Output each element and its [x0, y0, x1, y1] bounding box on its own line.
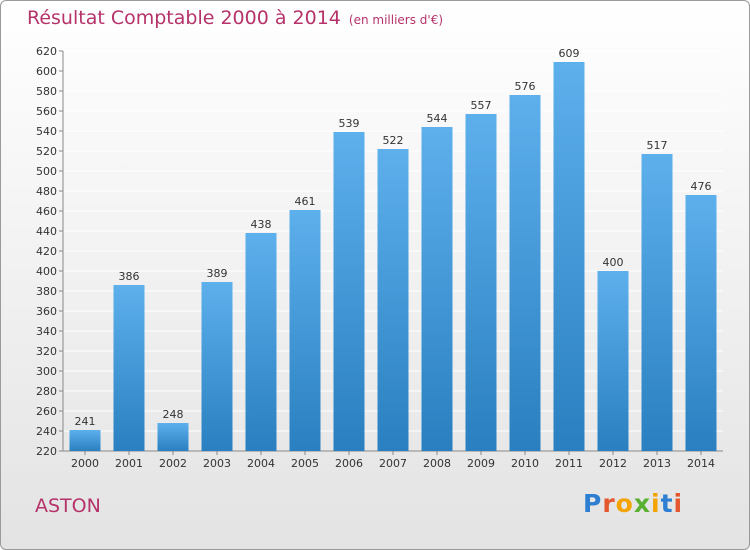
y-tick-label: 320 [36, 345, 57, 358]
y-tick-label: 440 [36, 225, 57, 238]
axes: 220 240 260 280 300 320 340 360 380 400 420 440 460 4… [36, 45, 723, 470]
data-labels: 241 386 248 389 438 461 539 522 544 557 576 609 400 5… [75, 47, 712, 428]
x-tick-label: 2003 [203, 457, 231, 470]
bar [201, 282, 233, 451]
data-label: 386 [119, 270, 140, 283]
bar [245, 233, 277, 451]
y-tick-label: 280 [36, 385, 57, 398]
proxiti-logo: Proxiti [583, 489, 683, 518]
data-label: 241 [75, 415, 96, 428]
y-tick-label: 600 [36, 65, 57, 78]
x-tick-label: 2014 [687, 457, 715, 470]
data-label: 248 [163, 408, 184, 421]
bar [685, 195, 717, 451]
data-label: 438 [251, 218, 272, 231]
x-tick-label: 2010 [511, 457, 539, 470]
y-tick-label: 220 [36, 445, 57, 458]
logo-letter: P [583, 489, 603, 518]
y-tick-label: 580 [36, 85, 57, 98]
y-tick-label: 340 [36, 325, 57, 338]
logo-letter: o [615, 489, 634, 518]
bar [333, 132, 365, 451]
chart-title-block: Résultat Comptable 2000 à 2014 (en millie… [27, 7, 443, 29]
y-tick-label: 420 [36, 245, 57, 258]
data-label: 609 [559, 47, 580, 60]
x-tick-label: 2008 [423, 457, 451, 470]
y-tick-label: 240 [36, 425, 57, 438]
y-tick-label: 380 [36, 285, 57, 298]
y-tick-label: 500 [36, 165, 57, 178]
data-label: 576 [515, 80, 536, 93]
logo-letter: t [660, 489, 674, 518]
x-tick-label: 2012 [599, 457, 627, 470]
y-tick-label: 400 [36, 265, 57, 278]
data-label: 517 [647, 139, 668, 152]
y-tick-label: 360 [36, 305, 57, 318]
commune-name: ASTON [35, 495, 101, 517]
data-label: 522 [383, 134, 404, 147]
data-label: 544 [427, 112, 448, 125]
chart-subtitle: (en milliers d'€) [348, 13, 444, 27]
x-tick-label: 2009 [467, 457, 495, 470]
logo-letter: i [651, 489, 661, 518]
y-tick-label: 460 [36, 205, 57, 218]
y-tick-label: 620 [36, 45, 57, 58]
bar [597, 271, 629, 451]
bar [289, 210, 321, 451]
data-label: 461 [295, 195, 316, 208]
y-tick-label: 560 [36, 105, 57, 118]
x-tick-label: 2006 [335, 457, 363, 470]
x-tick-label: 2011 [555, 457, 583, 470]
bar [553, 62, 585, 451]
x-tick-label: 2002 [159, 457, 187, 470]
x-tick-label: 2005 [291, 457, 319, 470]
x-tick-label: 2004 [247, 457, 275, 470]
x-tick-label: 2001 [115, 457, 143, 470]
x-tick-label: 2013 [643, 457, 671, 470]
chart-title: Résultat Comptable 2000 à 2014 [27, 7, 341, 29]
data-label: 400 [603, 256, 624, 269]
logo-letter: x [633, 489, 651, 518]
data-label: 557 [471, 99, 492, 112]
data-label: 389 [207, 267, 228, 280]
bar [509, 95, 541, 451]
y-tick-label: 540 [36, 125, 57, 138]
y-tick-label: 300 [36, 365, 57, 378]
bar [113, 285, 145, 451]
logo-letter: r [602, 489, 616, 518]
bar [641, 154, 673, 451]
x-tick-label: 2000 [71, 457, 99, 470]
logo-letter: i [673, 489, 684, 518]
bar [69, 430, 101, 451]
bar [377, 149, 409, 451]
data-label: 476 [691, 180, 712, 193]
bar [157, 423, 189, 451]
bars [69, 62, 717, 451]
data-label: 539 [339, 117, 360, 130]
y-tick-label: 480 [36, 185, 57, 198]
x-tick-label: 2007 [379, 457, 407, 470]
bar [465, 114, 497, 451]
y-tick-label: 520 [36, 145, 57, 158]
bar [421, 127, 453, 451]
y-tick-label: 260 [36, 405, 57, 418]
